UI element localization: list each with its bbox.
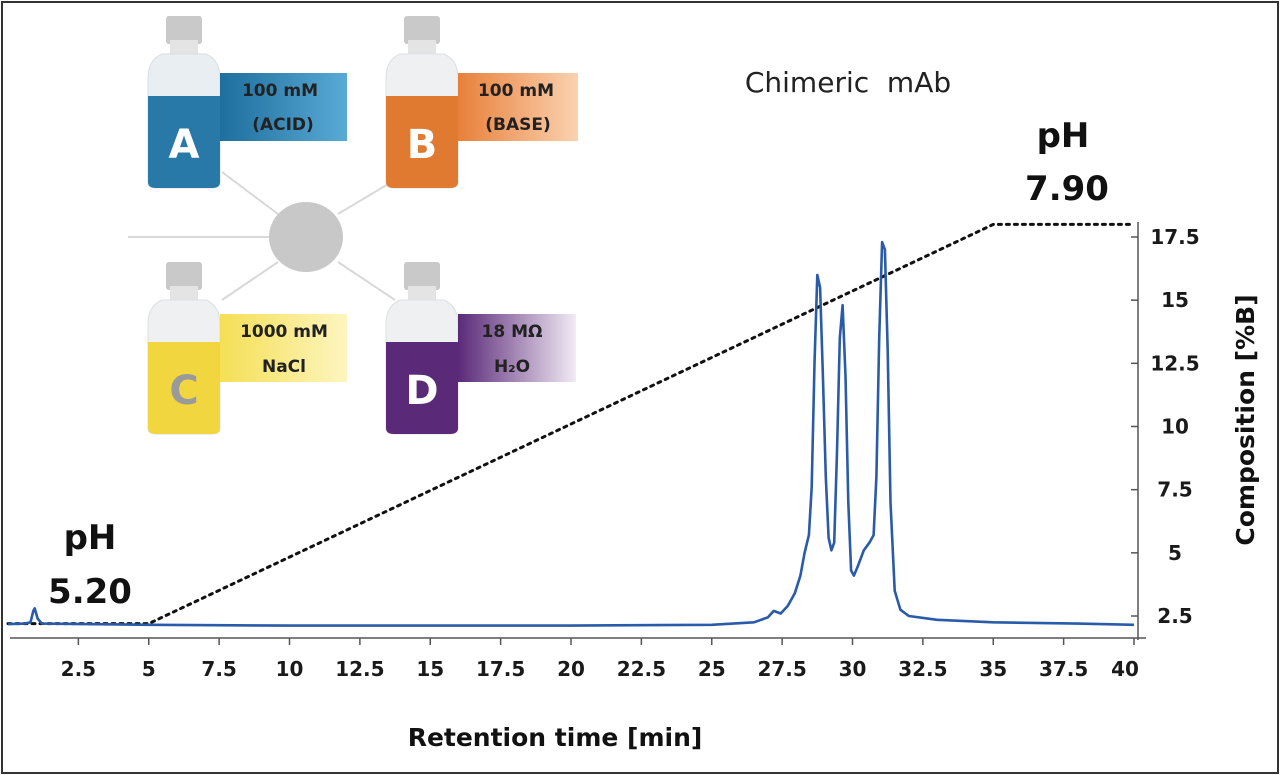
x-tick-label: 5	[142, 657, 156, 681]
bottle-b-letter: B	[407, 122, 438, 168]
bottle-a-line1: 100 mM	[242, 81, 318, 101]
y-tick-label: 15	[1161, 288, 1189, 312]
bottle-c: C 1000 mM NaCl	[147, 262, 347, 435]
mixing-valve	[269, 202, 343, 272]
bottle-d-line2: H₂O	[494, 357, 530, 377]
peak-label: Chimeric mAb	[745, 66, 951, 99]
connector-a	[221, 171, 279, 215]
bottle-a-tag	[220, 73, 347, 141]
bottle-a-line2: (ACID)	[252, 115, 314, 135]
x-tick-label: 15	[416, 657, 444, 681]
bottle-d-liquid	[386, 342, 458, 434]
x-tick-label: 30	[839, 657, 867, 681]
y-tick-label: 7.5	[1157, 478, 1192, 502]
connector-b	[337, 179, 396, 215]
solvent-inset: A 100 mM (ACID) B 100 mM (BASE) C 1000 m…	[128, 16, 578, 435]
connector-d	[337, 261, 396, 301]
bottle-a-liquid	[148, 96, 220, 188]
x-axis-title: Retention time [min]	[408, 723, 703, 752]
bottle-c-line1: 1000 mM	[240, 322, 328, 342]
gradient-line	[6, 222, 1136, 626]
x-tick-label: 35	[979, 657, 1007, 681]
x-tick-label: 40	[1111, 657, 1139, 681]
x-tick-label: 12.5	[335, 657, 384, 681]
bottle-b-line2: (BASE)	[485, 115, 551, 135]
y-tick-label: 12.5	[1150, 351, 1199, 375]
ph-end-label: pH	[1037, 116, 1090, 156]
bottle-d-line1: 18 MΩ	[482, 322, 543, 342]
x-tick-label: 27.5	[757, 657, 806, 681]
bottle-d-tag	[458, 314, 576, 382]
x-tick-label: 22.5	[617, 657, 666, 681]
bottle-d-letter: D	[405, 368, 438, 414]
x-tick-label: 17.5	[476, 657, 525, 681]
bottle-c-tag	[220, 314, 347, 382]
ph-start-value: 5.20	[48, 572, 132, 612]
y-tick-label: 5	[1168, 541, 1182, 565]
bottle-b: B 100 mM (BASE)	[385, 16, 578, 189]
x-tick-label: 2.5	[61, 657, 96, 681]
y-axis-ticks: 2.5 5 7.5 10 12.5 15 17.5	[1131, 225, 1200, 628]
bottle-c-liquid	[148, 342, 220, 434]
bottle-b-liquid	[386, 96, 458, 188]
ph-end-value: 7.90	[1025, 169, 1109, 209]
y-tick-label: 2.5	[1157, 604, 1192, 628]
bottle-c-letter: C	[169, 368, 198, 414]
chromatogram-line	[7, 240, 1135, 627]
bottle-b-line1: 100 mM	[478, 81, 554, 101]
x-tick-label: 25	[698, 657, 726, 681]
x-tick-label: 20	[557, 657, 585, 681]
x-tick-label: 7.5	[201, 657, 236, 681]
ph-start-label: pH	[64, 518, 117, 558]
y-tick-label: 17.5	[1150, 225, 1199, 249]
y-tick-label: 10	[1161, 415, 1189, 439]
connector-c	[221, 261, 279, 301]
bottle-c-line2: NaCl	[262, 357, 306, 377]
bottle-d: D 18 MΩ H₂O	[385, 262, 576, 435]
x-tick-label: 32.5	[898, 657, 947, 681]
x-tick-label: 37.5	[1039, 657, 1088, 681]
x-axis-ticks: 2.5 5 7.5 10 12.5 15 17.5 20 22.5 25 27.5 30 32.5 35 3…	[61, 638, 1139, 681]
y-axis-title: Composition [%B]	[1231, 294, 1260, 545]
x-tick-label: 10	[276, 657, 304, 681]
bottle-b-tag	[458, 73, 578, 141]
bottle-a-letter: A	[169, 122, 200, 168]
bottle-a: A 100 mM (ACID)	[147, 16, 347, 189]
